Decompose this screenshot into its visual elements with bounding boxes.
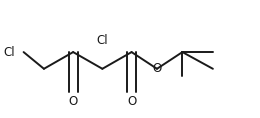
Text: O: O (152, 62, 162, 75)
Text: O: O (69, 95, 78, 108)
Text: O: O (127, 95, 136, 108)
Text: Cl: Cl (96, 34, 108, 47)
Text: Cl: Cl (4, 46, 15, 59)
